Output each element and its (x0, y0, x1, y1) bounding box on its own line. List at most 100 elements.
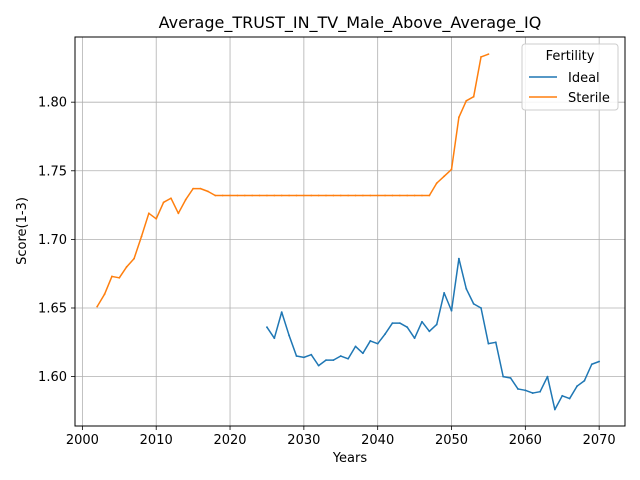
x-tick-label: 2040 (361, 433, 394, 448)
data-point-ideal (421, 320, 423, 323)
data-point-sterile (354, 194, 357, 197)
y-tick-label: 1.60 (38, 370, 67, 385)
legend-label-ideal: Ideal (568, 71, 600, 86)
data-point-sterile (155, 217, 158, 220)
series-layer (96, 53, 601, 411)
data-point-ideal (369, 340, 372, 342)
data-point-ideal (266, 326, 268, 329)
data-point-sterile (221, 194, 224, 197)
data-point-sterile (273, 194, 276, 197)
x-tick-label: 2060 (509, 433, 542, 448)
data-point-ideal (546, 375, 549, 378)
data-point-ideal (583, 379, 586, 382)
data-point-ideal (590, 363, 593, 366)
data-point-ideal (487, 342, 490, 345)
data-point-ideal (561, 394, 564, 397)
data-point-sterile (199, 187, 202, 190)
x-tick-label: 2020 (213, 433, 246, 448)
data-point-sterile (147, 212, 150, 215)
data-point-sterile (251, 194, 254, 197)
series-line-ideal (266, 257, 600, 411)
data-point-sterile (140, 235, 143, 238)
data-point-sterile (162, 201, 165, 204)
data-point-sterile (310, 194, 313, 197)
y-tick-label: 1.70 (38, 233, 67, 248)
data-point-sterile (302, 194, 305, 197)
data-point-sterile (435, 182, 438, 185)
x-tick-label: 2070 (583, 433, 616, 448)
data-point-sterile (457, 116, 460, 119)
data-point-sterile (206, 190, 209, 193)
data-point-ideal (288, 334, 290, 337)
y-tick-label: 1.65 (38, 301, 67, 316)
data-point-ideal (531, 392, 534, 394)
data-point-sterile (236, 194, 239, 197)
data-point-sterile (428, 194, 431, 197)
data-point-sterile (170, 197, 172, 200)
data-point-sterile (465, 99, 468, 102)
data-point-sterile (125, 265, 128, 268)
ticks: 2000 2010 2020 2030 2040 2050 2060 2070 1.60 1.65… (38, 96, 616, 448)
data-point-ideal (354, 345, 357, 348)
data-point-sterile (406, 194, 409, 197)
data-point-ideal (295, 355, 298, 357)
data-point-ideal (524, 389, 527, 392)
data-point-sterile (103, 293, 106, 296)
data-point-sterile (339, 194, 342, 197)
data-point-sterile (480, 56, 482, 58)
data-point-sterile (332, 194, 335, 197)
data-point-ideal (553, 408, 556, 411)
data-point-sterile (443, 175, 446, 178)
data-point-ideal (384, 333, 386, 335)
data-point-ideal (398, 322, 401, 324)
data-point-sterile (258, 194, 261, 197)
data-point-sterile (214, 194, 217, 197)
x-tick-label: 2050 (435, 433, 468, 448)
y-tick-label: 1.75 (38, 164, 67, 179)
data-point-ideal (376, 342, 379, 345)
data-point-sterile (184, 198, 187, 201)
data-point-sterile (369, 194, 372, 197)
data-point-sterile (376, 194, 379, 197)
data-point-sterile (96, 305, 99, 308)
data-point-ideal (413, 337, 416, 340)
data-point-sterile (229, 194, 231, 197)
data-point-ideal (339, 355, 342, 357)
data-point-ideal (457, 257, 460, 260)
data-point-ideal (472, 302, 475, 305)
data-point-ideal (391, 322, 394, 324)
data-point-ideal (317, 364, 320, 367)
x-tick-label: 2010 (140, 433, 173, 448)
data-point-ideal (347, 357, 350, 360)
data-point-sterile (413, 194, 416, 197)
data-point-ideal (428, 330, 431, 333)
legend-box (521, 43, 619, 111)
data-point-ideal (509, 377, 512, 379)
data-point-ideal (362, 352, 364, 355)
x-tick-label: 2000 (66, 433, 99, 448)
data-point-ideal (480, 307, 482, 309)
data-point-sterile (243, 194, 246, 197)
data-point-sterile (421, 194, 423, 197)
data-point-sterile (133, 257, 135, 260)
data-point-sterile (317, 194, 320, 197)
data-point-ideal (435, 323, 438, 326)
data-point-sterile (391, 194, 394, 197)
data-point-ideal (598, 360, 601, 363)
data-point-sterile (288, 194, 290, 197)
data-point-sterile (487, 53, 490, 56)
data-point-sterile (111, 275, 113, 278)
data-point-ideal (568, 397, 571, 400)
x-tick-label: 2030 (287, 433, 320, 448)
data-point-sterile (280, 194, 283, 197)
data-point-ideal (539, 390, 541, 393)
x-axis-label: Years (332, 451, 368, 466)
data-point-ideal (465, 287, 468, 290)
data-point-sterile (192, 187, 195, 190)
data-point-ideal (443, 292, 446, 294)
y-axis-label: Score(1-3) (15, 197, 30, 265)
series-line-sterile (96, 53, 489, 308)
data-point-ideal (502, 375, 505, 378)
data-point-sterile (472, 95, 475, 98)
data-point-sterile (450, 168, 453, 171)
